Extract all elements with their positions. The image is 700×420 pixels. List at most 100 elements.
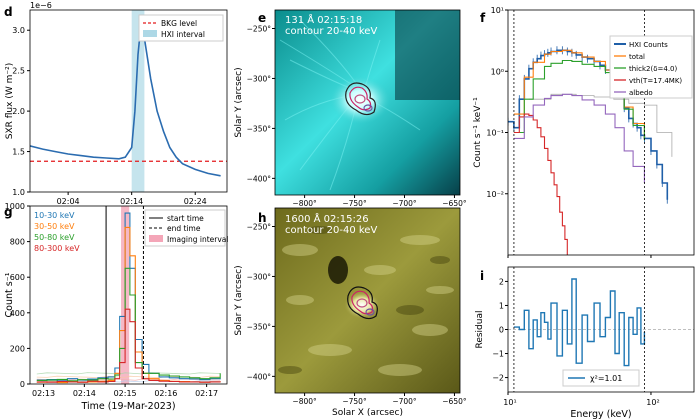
i-ytick-label: 2 [499, 277, 504, 286]
i-xlabel: Energy (keV) [570, 409, 631, 420]
g-background-trace [36, 372, 221, 375]
g-ytick-label: 1000 [5, 202, 25, 211]
hxi-interval-span [131, 10, 145, 192]
axes-h-ytick-label: −250° [247, 223, 272, 232]
f-ytick-label: 10¹ [491, 6, 504, 15]
i-legend [562, 369, 640, 387]
g-xtick-label: 02:14 [73, 389, 96, 398]
f-series-vth(T=17.4MK) [513, 113, 568, 255]
i-residual-line [513, 278, 646, 367]
d-legend-hxi-label: HXI interval [161, 30, 205, 39]
axes-e-frame [274, 9, 461, 196]
panel-g-hxi-lightcurves: 0 200 400 600 800 1000 02:13 02:14 02:15 02:16 02:… [4, 202, 228, 412]
axes-h-ytick-label: −300° [247, 272, 272, 281]
g-xtick-label: 02:15 [114, 389, 137, 398]
f-legend-label: albedo [629, 89, 653, 97]
d-ytick-label: 1.5 [12, 148, 25, 157]
i-ylabel: Residual [475, 310, 485, 348]
axes-e-xtick-label: −800° [292, 199, 317, 208]
axes-h-ytick-label: −350° [247, 322, 272, 331]
panel-label-d: d [4, 5, 13, 19]
sxr-flux-line [30, 21, 221, 177]
f-legend-label: vth(T=17.4MK) [629, 77, 682, 85]
g-xlabel: Time (19-Mar-2023) [80, 401, 175, 412]
f-legend-label: HXI Counts [629, 41, 668, 49]
g-ytick-label: 200 [10, 344, 25, 353]
i-ytick-label: 0 [499, 326, 504, 335]
g-ytick-label: 400 [10, 309, 25, 318]
f-legend [609, 35, 693, 99]
panel-e-aia131-image: 131 Å 02:15:18 contour 20-40 keV [275, 10, 460, 195]
axes-e-ytick-label: −250° [247, 25, 272, 34]
panel-label-i: i [480, 269, 484, 283]
axes-h-xtick-label: −750° [342, 397, 367, 406]
axes-e-ytick-label: −300° [247, 74, 272, 83]
i-ytick-label: −2 [492, 374, 504, 383]
d-ytick-label: 3.0 [12, 26, 25, 35]
i-legend-label: χ²=1.01 [590, 374, 622, 383]
panel-label-e: e [258, 11, 266, 25]
panel-label-f: f [480, 11, 486, 25]
f-legend-label: total [629, 53, 645, 61]
i-ytick-label: −1 [492, 350, 504, 359]
f-legend-label: thick2(δ=4.0) [629, 65, 677, 73]
d-xtick-label: 02:04 [57, 197, 80, 206]
d-y-exponent: 1e−6 [30, 1, 52, 10]
g-xtick-label: 02:17 [195, 389, 218, 398]
i-xtick-label: 10² [646, 398, 659, 407]
axes-h-frame [274, 207, 461, 394]
g-legend-energy-label: 80-300 keV [34, 244, 80, 253]
g-legend-imaging-label: Imaging interval [167, 235, 228, 244]
panel-g-frame [29, 205, 228, 385]
g-legend-start-label: start time [167, 214, 204, 223]
axes-h-xlabel: Solar X (arcsec) [332, 408, 403, 418]
g-xtick-label: 02:13 [32, 389, 55, 398]
f-ytick-label: 10⁰ [491, 67, 504, 76]
g-legend-imaging-swatch [149, 235, 163, 242]
axes-e-xtick-label: −750° [342, 199, 367, 208]
panel-h-caption2: contour 20-40 keV [285, 225, 377, 236]
panel-label-g: g [4, 205, 13, 219]
axes-h-ylabel: Solar Y (arcsec) [234, 265, 244, 335]
panel-d-frame [29, 9, 228, 193]
d-xtick-label: 02:24 [184, 197, 207, 206]
axes-h-xtick-label: −800° [292, 397, 317, 406]
d-ytick-label: 2.0 [12, 107, 25, 116]
g-legend-energy-label: 50-80 keV [34, 233, 75, 242]
panel-h-aia1600-image: 1600 Å 02:15:26 contour 20-40 keV [275, 208, 460, 393]
f-ylabel: Count s⁻¹ keV⁻¹ [473, 97, 483, 168]
panel-e-caption2: contour 20-40 keV [285, 26, 377, 37]
f-series-thick2(δ=4.0) [513, 59, 645, 141]
f-series-albedo [513, 93, 645, 183]
panel-i-residual: −2 −1 0 1 2 10¹ 10² Energy (keV) Residual χ²=1.01 [475, 266, 695, 420]
g-legend-energy-label: 30-50 keV [34, 222, 75, 231]
g-xtick-label: 02:16 [154, 389, 177, 398]
d-xtick-label: 02:14 [120, 197, 143, 206]
axes-e-xtick-label: −700° [392, 199, 417, 208]
axes-e-ytick-label: −350° [247, 124, 272, 133]
f-ytick-label: 10⁻¹ [486, 129, 504, 138]
g-legend [144, 209, 226, 247]
panel-e-caption: 131 Å 02:15:18 [285, 13, 362, 26]
panel-label-h: h [258, 211, 267, 225]
g-ytick-label: 600 [10, 273, 25, 282]
d-legend-bkg-label: BKG level [161, 19, 197, 28]
panel-h-axes: −800° −750° −700° −650° −250° −300° −350° −400°… [234, 207, 467, 418]
axes-h-xtick-label: −700° [392, 397, 417, 406]
g-ylabel: Count s⁻¹ [4, 272, 15, 317]
d-ylabel: SXR flux (W m⁻²) [5, 63, 15, 139]
panel-f-spectrum: 10⁻² 10⁻¹ 10⁰ 10¹ Count s⁻¹ keV⁻¹ HXI Counts t… [473, 6, 695, 258]
g-legend-energy-label: 10-30 keV [34, 211, 75, 220]
g-series-80-300 keV [36, 308, 221, 383]
axes-e-ylabel: Solar Y (arcsec) [234, 67, 244, 137]
g-ytick-label: 0 [20, 380, 25, 389]
axes-h-xtick-label: −650° [442, 397, 467, 406]
axes-e-ytick-label: −400° [247, 174, 272, 183]
g-series-50-80 keV [36, 267, 221, 382]
f-ytick-label: 10⁻² [486, 190, 504, 199]
panel-h-caption: 1600 Å 02:15:26 [285, 212, 369, 225]
axes-h-ytick-label: −400° [247, 372, 272, 381]
panel-e-axes: −800° −750° −700° −650° −250° −300° −350° −400°… [234, 9, 467, 208]
d-legend-hxi-swatch [143, 30, 157, 37]
